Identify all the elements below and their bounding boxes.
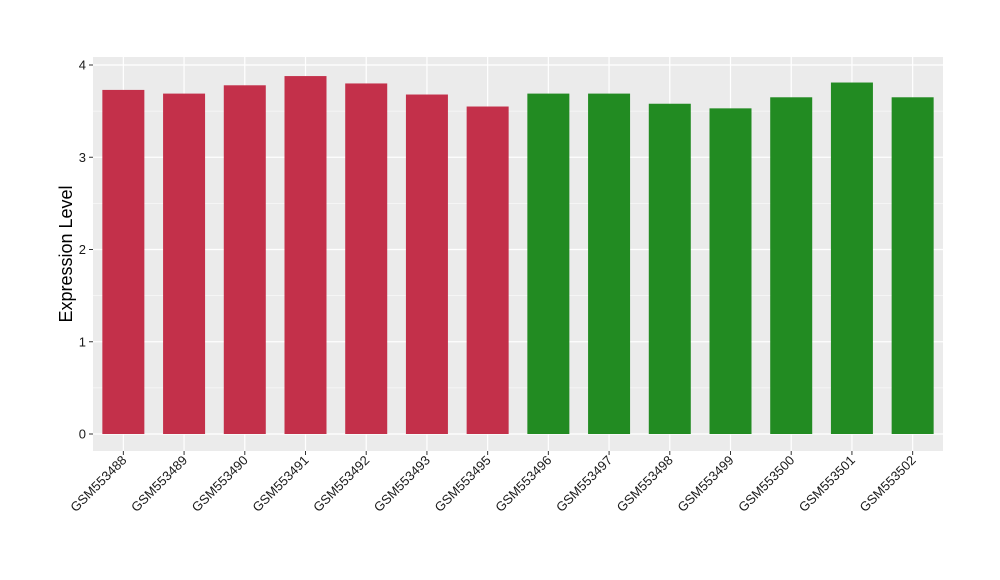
- bar-GSM553492: [345, 83, 388, 434]
- x-tick-label: GSM553496: [492, 453, 554, 515]
- bar-GSM553489: [163, 93, 206, 434]
- x-tick-label: GSM553495: [432, 453, 494, 515]
- x-tick-label: GSM553490: [189, 453, 251, 515]
- bar-GSM553501: [830, 82, 873, 434]
- x-tick-label: GSM553488: [67, 453, 129, 515]
- bar-GSM553500: [770, 97, 813, 434]
- bar-GSM553499: [709, 108, 752, 435]
- y-axis-title: Expression Level: [56, 185, 76, 322]
- bar-GSM553502: [891, 97, 934, 434]
- y-tick-label: 0: [79, 427, 86, 442]
- bar-series: [102, 76, 934, 435]
- plot-panel: [93, 57, 943, 451]
- x-tick-label: GSM553493: [371, 453, 433, 515]
- x-axis: GSM553488GSM553489GSM553490GSM553491GSM5…: [67, 451, 919, 515]
- x-tick-label: GSM553499: [674, 453, 736, 515]
- y-tick-label: 4: [79, 58, 86, 73]
- x-tick-label: GSM553500: [735, 453, 797, 515]
- bar-GSM553491: [284, 76, 327, 434]
- bar-GSM553498: [648, 103, 691, 435]
- x-tick-label: GSM553492: [310, 453, 372, 515]
- bar-GSM553488: [102, 89, 145, 434]
- bar-GSM553490: [223, 85, 266, 435]
- y-tick-label: 2: [79, 242, 86, 257]
- x-tick-label: GSM553489: [128, 453, 190, 515]
- y-axis: 0 1 2 3 4: [79, 58, 93, 442]
- bar-GSM553493: [405, 94, 448, 435]
- x-tick-label: GSM553491: [249, 453, 311, 515]
- x-tick-label: GSM553497: [553, 453, 615, 515]
- y-tick-label: 3: [79, 150, 86, 165]
- bar-GSM553495: [466, 106, 509, 434]
- bar-GSM553496: [527, 93, 570, 434]
- x-tick-label: GSM553502: [857, 453, 919, 515]
- x-tick-label: GSM553501: [796, 453, 858, 515]
- y-tick-label: 1: [79, 334, 86, 349]
- x-tick-label: GSM553498: [614, 453, 676, 515]
- bar-GSM553497: [588, 93, 631, 434]
